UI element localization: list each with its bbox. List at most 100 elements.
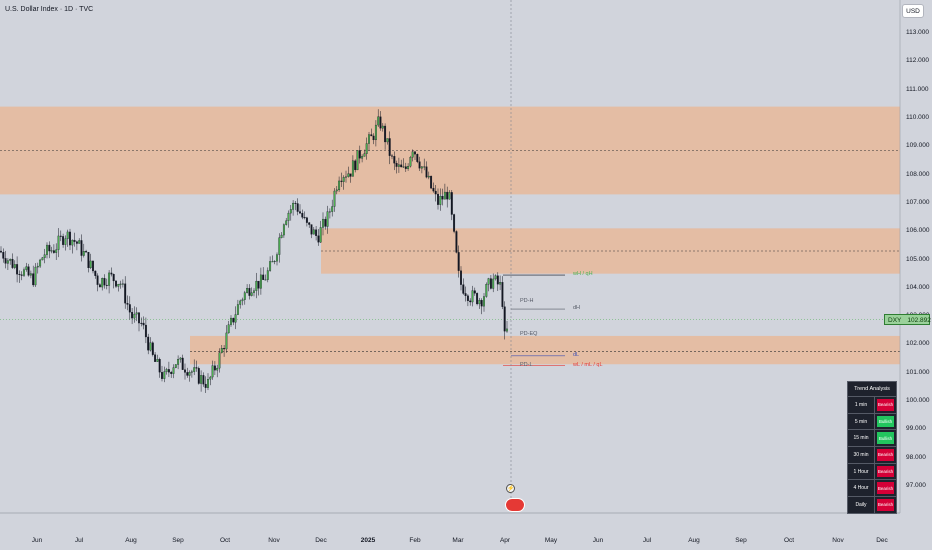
candle-body xyxy=(186,372,189,376)
level-label: PD-L xyxy=(520,361,533,368)
price-tick-label: 109.000 xyxy=(906,142,930,150)
time-tick-label: Jun xyxy=(31,537,43,544)
candle-body xyxy=(503,306,506,332)
candle-body xyxy=(243,292,246,300)
currency-button[interactable]: USD xyxy=(902,4,924,18)
candle-body xyxy=(312,229,315,235)
candle-body xyxy=(55,249,58,253)
price-tick-label: 102.000 xyxy=(906,340,930,348)
candle-body xyxy=(147,336,150,351)
candle-body xyxy=(133,313,136,319)
candle-body xyxy=(416,154,419,162)
time-tick-label: Jul xyxy=(642,537,652,544)
candle-body xyxy=(181,357,184,370)
candle-body xyxy=(69,231,71,246)
time-tick-label: Nov xyxy=(268,537,280,544)
candle-body xyxy=(473,290,476,294)
candle-body xyxy=(255,280,258,291)
candle-body xyxy=(342,177,345,182)
candle-body xyxy=(117,284,120,287)
trend-status-badge: Bullish xyxy=(877,432,894,445)
candle-body xyxy=(230,317,232,325)
candle-body xyxy=(259,274,262,289)
time-tick-label: Dec xyxy=(315,537,327,544)
candle-body xyxy=(108,272,111,286)
candle-body xyxy=(282,224,285,236)
candle-body xyxy=(29,273,32,276)
candle-body xyxy=(437,193,439,205)
candle-body xyxy=(119,283,122,285)
candle-body xyxy=(409,157,412,167)
candle-body xyxy=(85,251,88,253)
candle-body xyxy=(478,300,481,305)
candle-body xyxy=(280,234,283,238)
candle-body xyxy=(52,250,55,253)
trend-timeframe: 30 min xyxy=(848,447,875,463)
candle-body xyxy=(496,275,499,285)
candle-body xyxy=(370,134,373,137)
candle-body xyxy=(174,364,177,368)
trend-row: 15 min Bullish xyxy=(848,430,896,448)
candle-body xyxy=(446,191,449,200)
candle-body xyxy=(225,332,228,350)
candle-body xyxy=(64,238,67,245)
candle-body xyxy=(365,143,368,154)
candle-body xyxy=(264,279,267,281)
candle-body xyxy=(110,272,113,275)
candle-body xyxy=(483,296,485,307)
time-tick-label: Aug xyxy=(688,537,700,544)
candle-body xyxy=(310,224,313,235)
candle-body xyxy=(331,206,334,212)
trend-timeframe: 1 min xyxy=(848,397,875,413)
candle-body xyxy=(319,227,322,243)
time-tick-label: Mar xyxy=(452,537,464,544)
candle-body xyxy=(384,125,387,143)
candle-body xyxy=(36,265,39,268)
trend-row: 5 min Bullish xyxy=(848,413,896,431)
candle-body xyxy=(381,125,384,129)
candle-body xyxy=(197,368,200,384)
price-tick-label: 113.000 xyxy=(906,29,930,36)
candle-body xyxy=(400,164,403,168)
us-flag-icon[interactable] xyxy=(505,498,525,512)
candle-body xyxy=(448,192,451,200)
candle-body xyxy=(195,367,198,369)
candle-body xyxy=(115,280,117,287)
candle-body xyxy=(154,354,157,362)
price-tick-label: 97.000 xyxy=(906,482,926,489)
candle-body xyxy=(407,166,410,169)
candle-body xyxy=(423,166,426,168)
candle-body xyxy=(170,372,173,374)
candle-body xyxy=(322,218,324,228)
candle-body xyxy=(303,217,306,219)
candle-body xyxy=(6,260,9,264)
candle-body xyxy=(167,369,170,373)
candle-body xyxy=(179,357,182,360)
candle-body xyxy=(11,258,14,268)
candle-body xyxy=(89,260,92,269)
candle-body xyxy=(98,284,101,288)
candle-body xyxy=(128,304,131,313)
candle-body xyxy=(253,290,255,293)
candle-body xyxy=(501,282,504,307)
candle-body xyxy=(453,214,456,232)
candle-body xyxy=(278,237,281,255)
candle-body xyxy=(471,290,474,303)
candle-body xyxy=(92,260,94,272)
candle-body xyxy=(439,195,442,205)
candles xyxy=(0,109,508,393)
candle-body xyxy=(131,312,134,319)
candle-body xyxy=(271,261,274,263)
symbol-label: DXY xyxy=(888,317,902,324)
level-label: dL xyxy=(573,351,580,358)
candle-body xyxy=(193,367,196,372)
candle-body xyxy=(32,273,35,286)
trend-status-badge: Bearish xyxy=(877,399,894,411)
candle-body xyxy=(414,151,416,155)
candle-body xyxy=(124,283,127,304)
candle-body xyxy=(432,187,435,192)
time-tick-label: Nov xyxy=(832,537,844,544)
price-tick-label: 106.000 xyxy=(906,227,930,235)
lightning-icon[interactable]: ⚡ xyxy=(506,484,515,493)
